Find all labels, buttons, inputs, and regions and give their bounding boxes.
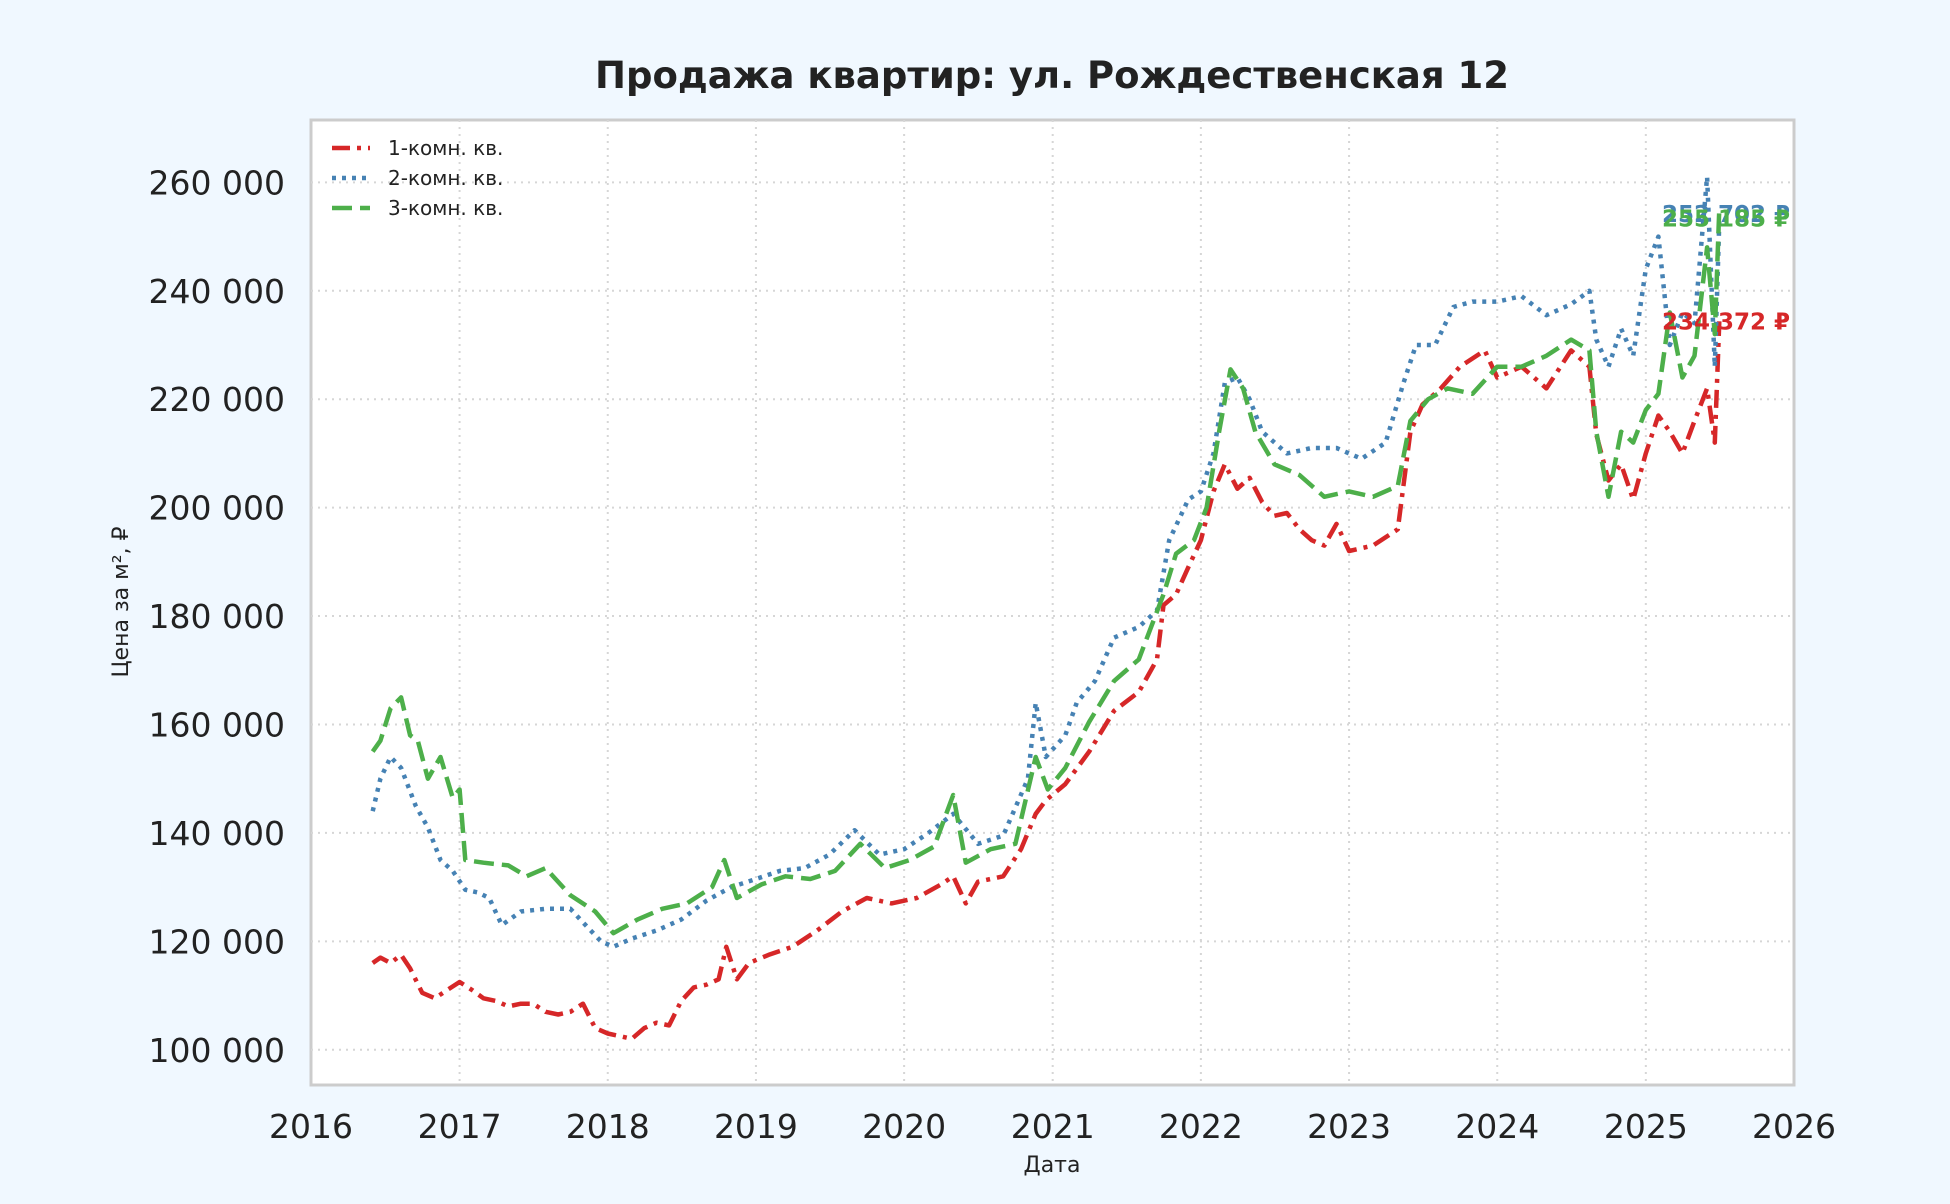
x-tick-label: 2021 xyxy=(1011,1107,1095,1146)
y-tick-label: 100 000 xyxy=(149,1031,285,1070)
x-tick-label: 2019 xyxy=(714,1107,798,1146)
y-tick-label: 220 000 xyxy=(149,380,285,419)
y-tick-label: 260 000 xyxy=(149,163,285,202)
x-tick-label: 2020 xyxy=(862,1107,946,1146)
x-axis-ticks: 2016 2017 2018 2019 2020 2021 2022 2023 2024 2025… xyxy=(269,1107,1836,1146)
y-tick-label: 140 000 xyxy=(149,814,285,853)
legend: 1-комн. кв. 2-комн. кв. 3-комн. кв. xyxy=(332,136,503,220)
chart-title: Продажа квартир: ул. Рождественская 12 xyxy=(595,54,1509,97)
legend-label-1: 1-комн. кв. xyxy=(388,136,503,160)
x-axis-label: Дата xyxy=(1024,1153,1081,1178)
x-tick-label: 2018 xyxy=(566,1107,650,1146)
x-tick-label: 2022 xyxy=(1159,1107,1243,1146)
plot-background xyxy=(309,118,1796,1087)
series-line-3 xyxy=(370,208,1722,936)
series-line-2 xyxy=(370,174,1722,950)
x-tick-label: 2016 xyxy=(269,1107,353,1146)
y-tick-label: 240 000 xyxy=(149,272,285,311)
end-value-label-2: 252 702 ₽ xyxy=(1662,202,1790,228)
x-tick-label: 2023 xyxy=(1307,1107,1391,1146)
end-value-labels: 234 372 ₽ 252 702 ₽255 185 ₽ xyxy=(1662,202,1790,335)
series-line-1 xyxy=(371,321,1722,1042)
x-tick-label: 2024 xyxy=(1455,1107,1539,1146)
end-value-label-1: 234 372 ₽ xyxy=(1662,309,1790,335)
x-tick-label: 2017 xyxy=(418,1107,502,1146)
y-axis-label: Цена за м², ₽ xyxy=(109,526,134,677)
legend-label-3: 3-комн. кв. xyxy=(388,196,503,220)
y-tick-label: 180 000 xyxy=(149,597,285,636)
y-tick-label: 200 000 xyxy=(149,489,285,528)
x-tick-label: 2026 xyxy=(1752,1107,1836,1146)
x-tick-label: 2025 xyxy=(1604,1107,1688,1146)
series-lines xyxy=(370,174,1722,1042)
legend-label-2: 2-комн. кв. xyxy=(388,166,503,190)
y-axis-ticks: 100 000 120 000 140 000 160 000 180 000 200 0… xyxy=(149,163,285,1069)
end-value-label-3: 255 185 ₽ xyxy=(1662,206,1790,232)
y-tick-label: 120 000 xyxy=(149,922,285,961)
y-tick-label: 160 000 xyxy=(149,705,285,744)
